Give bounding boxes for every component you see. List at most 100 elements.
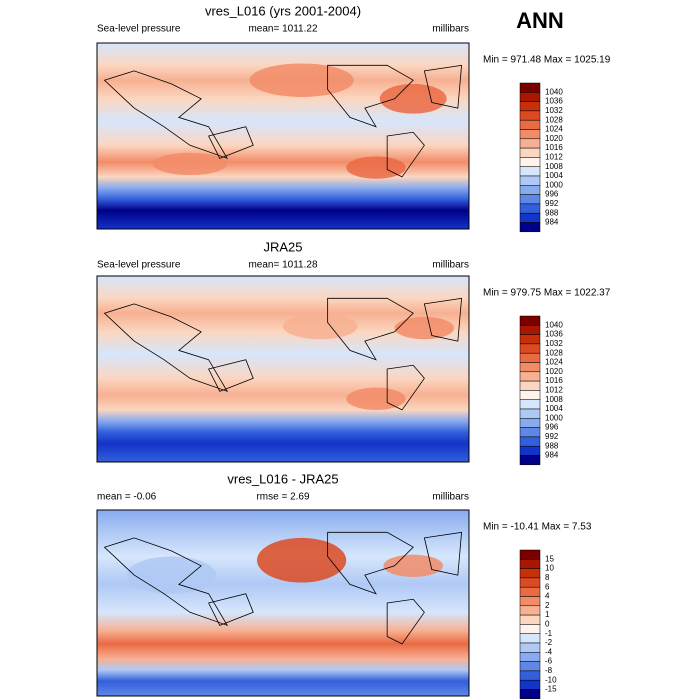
colorbar-label: -15 [545,685,557,694]
colorbar-label: 1036 [545,97,563,106]
colorbar-label: 1024 [545,358,563,367]
coastline [208,593,254,626]
colorbar-box [519,185,541,195]
colorbar-box [519,445,541,456]
map-field [97,276,469,462]
colorbar-box [519,362,541,373]
colorbar-box [519,661,541,672]
colorbar-box [519,614,541,625]
pressure-cell [152,152,228,176]
colorbar-label: 1016 [545,143,563,152]
map-field [97,510,469,696]
season-label: ANN [516,8,564,33]
colorbar-box [519,334,541,345]
colorbar-label: 988 [545,208,559,217]
colorbar-box [519,222,541,233]
panel-left-label: Sea-level pressure [97,24,181,35]
pressure-cell [256,537,347,583]
coastline [386,598,425,645]
colorbar-box [519,633,541,644]
panel-left-label: Sea-level pressure [97,260,181,271]
colorbar-box [519,315,541,326]
colorbar-label: -10 [545,675,557,684]
min-max-label: Min = 979.75 Max = 1022.37 [483,288,611,299]
pressure-cell [346,156,406,179]
coastline [386,131,425,178]
pressure-cell [346,387,406,410]
map [97,43,469,229]
coastline [208,359,254,392]
pressure-cell [126,556,217,594]
map [97,510,469,696]
colorbar-box [519,138,541,149]
colorbar-label: 1004 [545,404,563,413]
colorbar-box [519,559,541,569]
colorbar-box [519,652,541,662]
coastline [423,297,463,342]
panel-title: JRA25 [263,239,302,254]
coastline [327,297,414,361]
colorbar-label: 10 [545,564,554,573]
min-max-label: Min = 971.48 Max = 1025.19 [483,55,611,66]
pressure-cell [249,63,354,97]
colorbar-box [519,380,541,391]
colorbar-box [519,549,541,560]
colorbar-label: 1032 [545,106,563,115]
panel-center-label: mean= 1011.28 [248,260,317,271]
colorbar-box [519,577,541,588]
colorbar-box [519,194,541,205]
coastline [103,303,229,393]
colorbar-label: -2 [545,638,553,647]
colorbar-box [519,371,541,382]
colorbar-label: 8 [545,573,550,582]
colorbar-box [519,175,541,186]
colorbar-label: 1012 [545,153,563,162]
colorbar-box [519,352,541,363]
colorbar-box [519,166,541,177]
coastline [327,531,414,595]
map [97,276,469,462]
colorbar-label: -6 [545,657,553,666]
panel-title: vres_L016 (yrs 2001-2004) [205,3,361,18]
colorbar-label: 1 [545,610,550,619]
colorbar-box [519,408,541,419]
map-frame [96,275,470,463]
colorbar-box [519,119,541,130]
colorbar-label: 1012 [545,386,563,395]
colorbar-label: 1008 [545,162,563,171]
colorbar-label: 984 [545,218,559,227]
colorbar-box [519,82,541,93]
panel-center-label: mean= 1011.22 [248,24,317,35]
colorbar-label: 996 [545,423,559,432]
coastline [103,537,229,627]
colorbar-label: 1020 [545,367,563,376]
colorbar-box [519,586,541,597]
colorbar-label: 1040 [545,320,563,329]
panel-left-label: mean = -0.06 [97,492,157,503]
panel-right-label: millibars [432,260,469,271]
colorbar-label: 992 [545,432,559,441]
colorbar-box [519,157,541,167]
colorbar-label: -8 [545,666,553,675]
colorbar-box [519,605,541,616]
pressure-cell [394,316,455,340]
colorbar-label: 988 [545,441,559,450]
colorbar-box [519,642,541,653]
colorbar-label: 1004 [545,171,563,180]
colorbar-box [519,436,541,447]
colorbar-box [519,679,541,690]
colorbar-box [519,212,541,223]
colorbar-box [519,455,541,466]
colorbar-box [519,596,541,607]
map-frame [96,509,470,697]
coastline [103,70,229,160]
colorbar-label: 1036 [545,330,563,339]
colorbar-box [519,325,541,335]
colorbar-box [519,418,541,428]
colorbar-box [519,343,541,354]
colorbar-label: 1028 [545,348,563,357]
colorbar-label: 4 [545,592,550,601]
colorbar-label: 1020 [545,134,563,143]
panel-title: vres_L016 - JRA25 [227,471,338,486]
